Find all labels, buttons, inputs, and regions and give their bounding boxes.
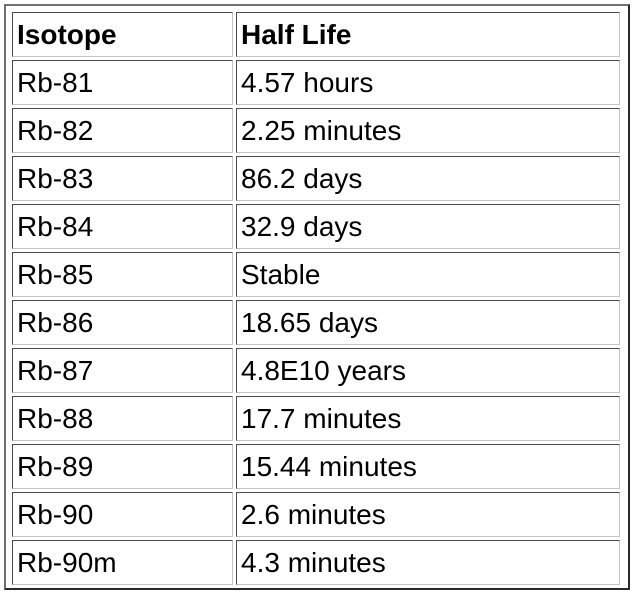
header-isotope: Isotope bbox=[12, 12, 233, 57]
isotope-cell: Rb-81 bbox=[12, 60, 233, 105]
isotope-cell: Rb-82 bbox=[12, 108, 233, 153]
isotope-cell: Rb-84 bbox=[12, 204, 233, 249]
header-half-life: Half Life bbox=[236, 12, 620, 57]
table-row: Rb-90 2.6 minutes bbox=[12, 492, 620, 537]
table-row: Rb-86 18.65 days bbox=[12, 300, 620, 345]
half-life-cell: 32.9 days bbox=[236, 204, 620, 249]
table-row: Rb-85 Stable bbox=[12, 252, 620, 297]
half-life-cell: 15.44 minutes bbox=[236, 444, 620, 489]
table-row: Rb-90m 4.3 minutes bbox=[12, 540, 620, 585]
half-life-cell: 86.2 days bbox=[236, 156, 620, 201]
isotope-cell: Rb-88 bbox=[12, 396, 233, 441]
half-life-cell: Stable bbox=[236, 252, 620, 297]
table-row: Rb-87 4.8E10 years bbox=[12, 348, 620, 393]
half-life-cell: 2.25 minutes bbox=[236, 108, 620, 153]
half-life-cell: 18.65 days bbox=[236, 300, 620, 345]
isotope-half-life-table: Isotope Half Life Rb-81 4.57 hours Rb-82… bbox=[9, 9, 623, 588]
isotope-cell: Rb-90m bbox=[12, 540, 233, 585]
isotope-cell: Rb-89 bbox=[12, 444, 233, 489]
half-life-cell: 17.7 minutes bbox=[236, 396, 620, 441]
table-row: Rb-88 17.7 minutes bbox=[12, 396, 620, 441]
table-row: Rb-83 86.2 days bbox=[12, 156, 620, 201]
isotope-table-frame: Isotope Half Life Rb-81 4.57 hours Rb-82… bbox=[4, 4, 630, 590]
isotope-cell: Rb-86 bbox=[12, 300, 233, 345]
table-header-row: Isotope Half Life bbox=[12, 12, 620, 57]
table-row: Rb-82 2.25 minutes bbox=[12, 108, 620, 153]
isotope-cell: Rb-90 bbox=[12, 492, 233, 537]
half-life-cell: 4.3 minutes bbox=[236, 540, 620, 585]
isotope-cell: Rb-87 bbox=[12, 348, 233, 393]
half-life-cell: 4.8E10 years bbox=[236, 348, 620, 393]
isotope-cell: Rb-85 bbox=[12, 252, 233, 297]
isotope-cell: Rb-83 bbox=[12, 156, 233, 201]
half-life-cell: 4.57 hours bbox=[236, 60, 620, 105]
table-row: Rb-89 15.44 minutes bbox=[12, 444, 620, 489]
table-row: Rb-84 32.9 days bbox=[12, 204, 620, 249]
half-life-cell: 2.6 minutes bbox=[236, 492, 620, 537]
table-row: Rb-81 4.57 hours bbox=[12, 60, 620, 105]
